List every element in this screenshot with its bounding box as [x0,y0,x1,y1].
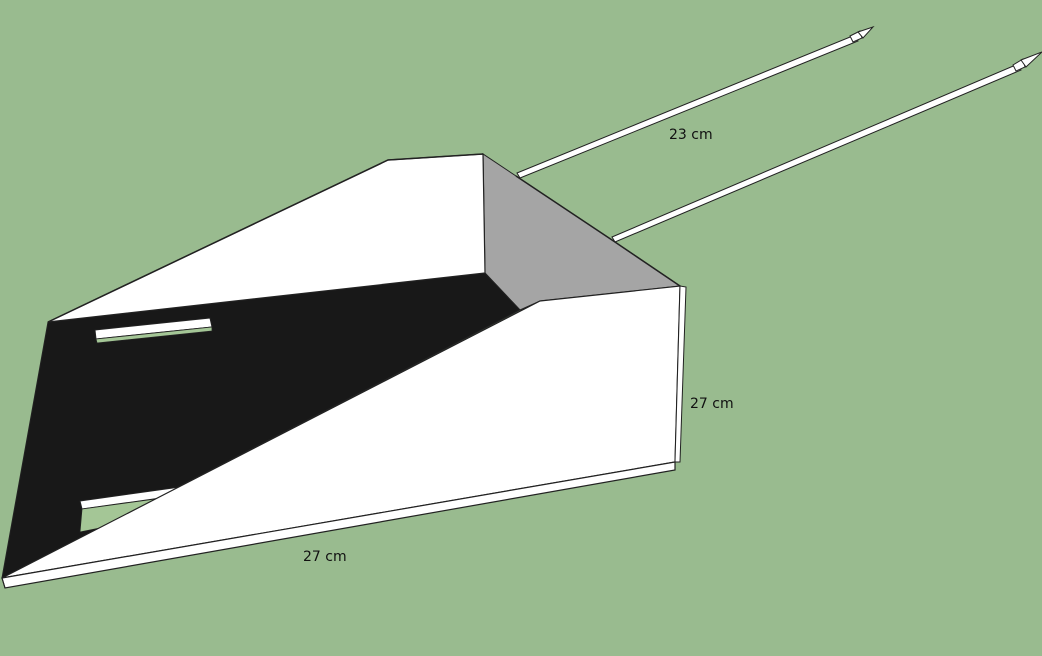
back-panel [482,153,682,311]
box-height-label: 27 cm [690,396,734,412]
box-width-label: 27 cm [303,549,347,565]
handle-rod-upper [516,25,875,179]
floor-slot-upper [94,317,213,344]
right-wall-edge [674,285,687,463]
handle-rod-lower [611,51,1042,243]
rod-length-label: 23 cm [669,127,713,143]
